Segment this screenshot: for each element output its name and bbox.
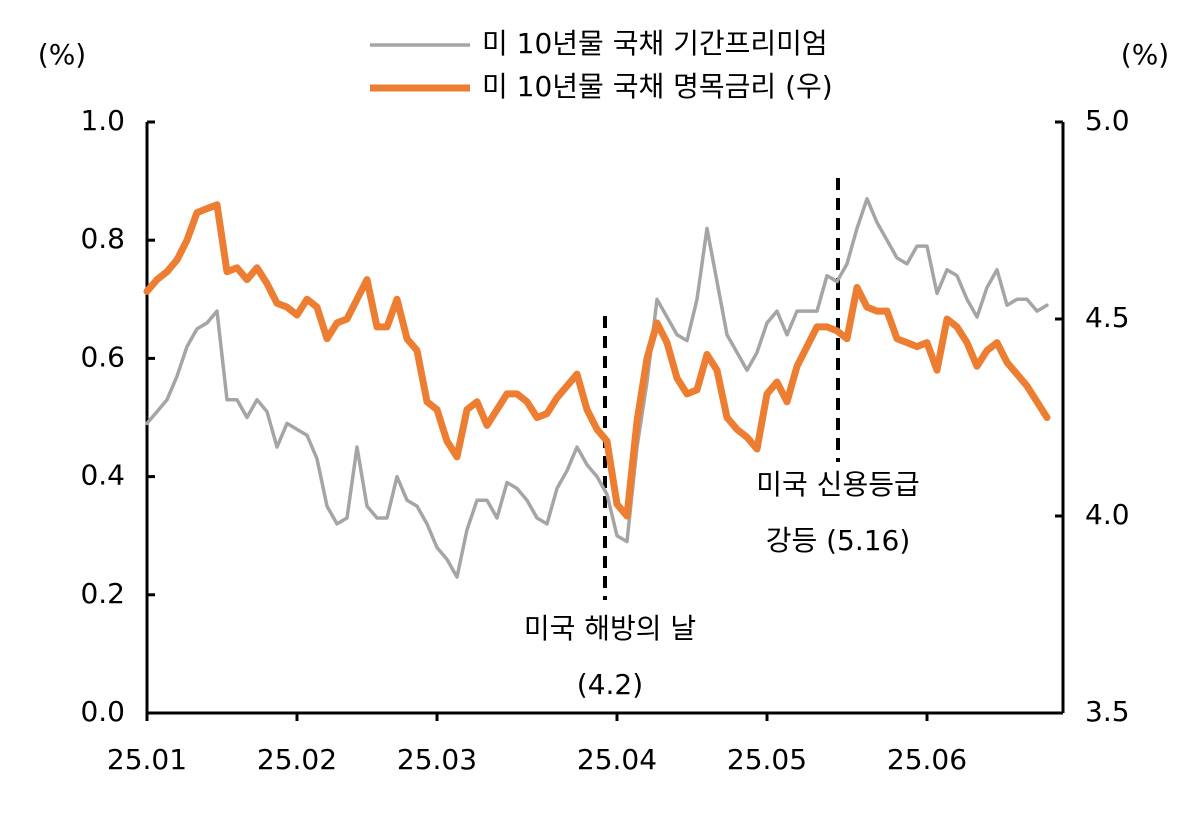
series-line [143, 201, 1051, 520]
y2-tick-label: 4.0 [1085, 498, 1130, 531]
y-tick-label: 0.6 [80, 340, 125, 373]
x-tick-label: 25.05 [727, 743, 807, 776]
y2-tick-label: 5.0 [1085, 104, 1130, 137]
y-tick-label: 0.0 [80, 695, 125, 728]
x-tick-label: 25.04 [577, 743, 657, 776]
x-tick-label: 25.06 [887, 743, 967, 776]
x-tick-label: 25.01 [107, 743, 187, 776]
annotation: 강등 (5.16) [766, 524, 911, 557]
legend-label: 미 10년물 국채 명목금리 (우) [482, 70, 833, 103]
x-tick-label: 25.02 [257, 743, 337, 776]
y2-tick-label: 4.5 [1085, 301, 1130, 334]
series-line [145, 197, 1049, 579]
annotation: (4.2) [577, 668, 643, 701]
annotation: 미국 신용등급 [756, 468, 919, 501]
y-tick-label: 0.2 [80, 577, 125, 610]
y2-axis-label: (%) [1121, 38, 1169, 71]
annotation: 미국 해방의 날 [524, 612, 696, 645]
y-tick-label: 0.4 [80, 459, 125, 492]
y2-tick-label: 3.5 [1085, 695, 1130, 728]
y-tick-label: 0.8 [80, 222, 125, 255]
legend-label: 미 10년물 국채 기간프리미엄 [482, 27, 828, 60]
x-tick-label: 25.03 [397, 743, 477, 776]
y-tick-label: 1.0 [80, 104, 125, 137]
y-axis-label: (%) [38, 38, 86, 71]
